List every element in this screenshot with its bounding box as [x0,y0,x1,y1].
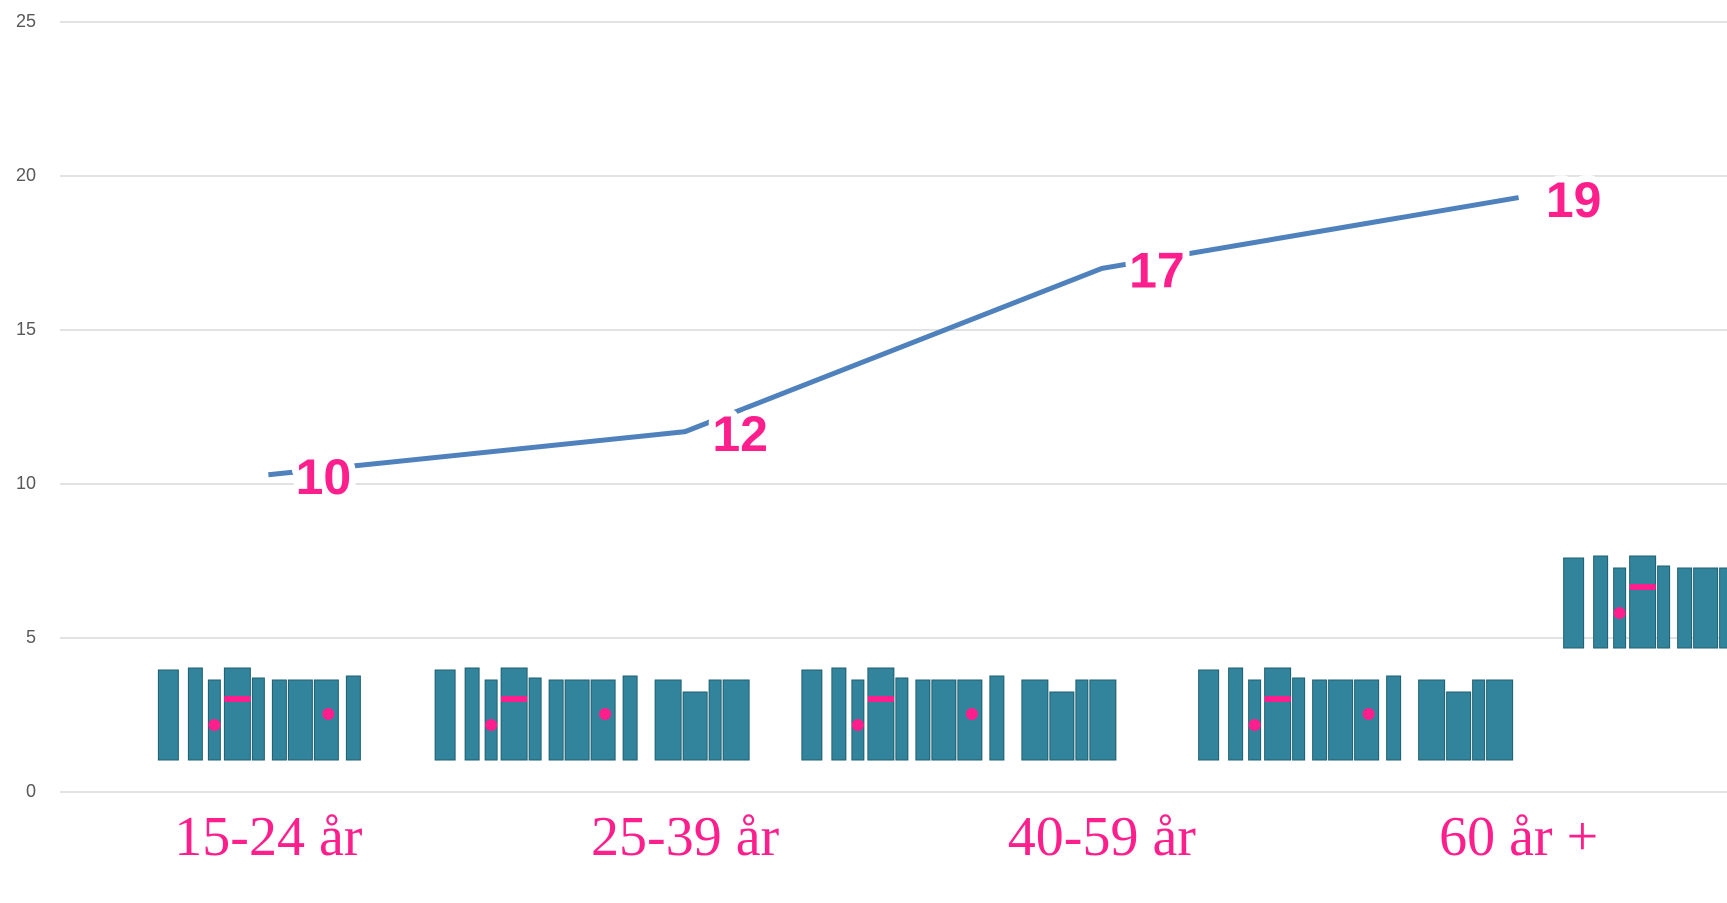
data-label: 17 [1129,243,1185,299]
book [868,668,894,760]
book [288,680,312,760]
x-tick-label: 15-24 år [174,806,363,868]
bookshelf [802,668,1116,760]
book-dot [1614,607,1626,619]
book-dot [599,708,611,720]
x-tick-label: 40-59 år [1008,806,1197,868]
book-stripe [1265,696,1291,702]
book [1487,680,1513,760]
book [709,680,721,760]
book [1630,556,1656,648]
book [1678,568,1692,648]
book [832,668,846,760]
book-dot [208,719,220,731]
book [1355,680,1379,760]
book [1387,676,1401,760]
book [1694,568,1718,648]
book [723,680,749,760]
book-dot [966,708,978,720]
y-tick-label: 20 [16,165,36,185]
book [1447,692,1471,760]
book [916,680,930,760]
book-dot [322,708,334,720]
book [932,680,956,760]
data-label: 12 [712,406,768,462]
book-stripe [1630,584,1656,590]
book-stripe [501,696,527,702]
book-dot [852,719,864,731]
book [272,680,286,760]
book-dot [485,719,497,731]
data-label: 10 [296,449,352,505]
book [1022,680,1048,760]
book [1564,558,1584,648]
y-tick-label: 25 [16,11,36,31]
book [655,680,681,760]
book [565,680,589,760]
y-tick-label: 0 [26,781,36,801]
book [1594,556,1608,648]
book-dot [1249,719,1261,731]
book [1076,680,1088,760]
y-tick-label: 5 [26,627,36,647]
book [435,670,455,760]
book [188,668,202,760]
book [1329,680,1353,760]
book [623,676,637,760]
book-stripe [868,696,894,702]
book [224,668,250,760]
book [1265,668,1291,760]
book [1090,680,1116,760]
book [346,676,360,760]
bookshelf [1199,668,1513,760]
book [683,692,707,760]
book [465,668,479,760]
book [1720,568,1727,648]
book [252,678,264,760]
bookshelf [435,668,749,760]
book [1658,566,1670,648]
book [1313,680,1327,760]
bookshelf [158,668,360,760]
book [549,680,563,760]
y-tick-label: 10 [16,473,36,493]
x-tick-label: 25-39 år [591,806,780,868]
book [529,678,541,760]
book [896,678,908,760]
book [501,668,527,760]
book-stripe [224,696,250,702]
data-label: 19 [1546,172,1602,228]
book [958,680,982,760]
line [268,198,1518,475]
book [1199,670,1219,760]
book [1293,678,1305,760]
book [591,680,615,760]
book [1050,692,1074,760]
book [158,670,178,760]
bookshelf [1564,556,1727,648]
x-tick-label: 60 år + [1439,806,1598,868]
book [314,680,338,760]
book-dot [1363,708,1375,720]
book [1473,680,1485,760]
book [1229,668,1243,760]
y-tick-label: 15 [16,319,36,339]
book [1419,680,1445,760]
chart: 0 5 10 15 20 25 10 12 17 19 15-24 år 25-39 år 40-59 … [0,0,1727,903]
book [802,670,822,760]
book [990,676,1004,760]
